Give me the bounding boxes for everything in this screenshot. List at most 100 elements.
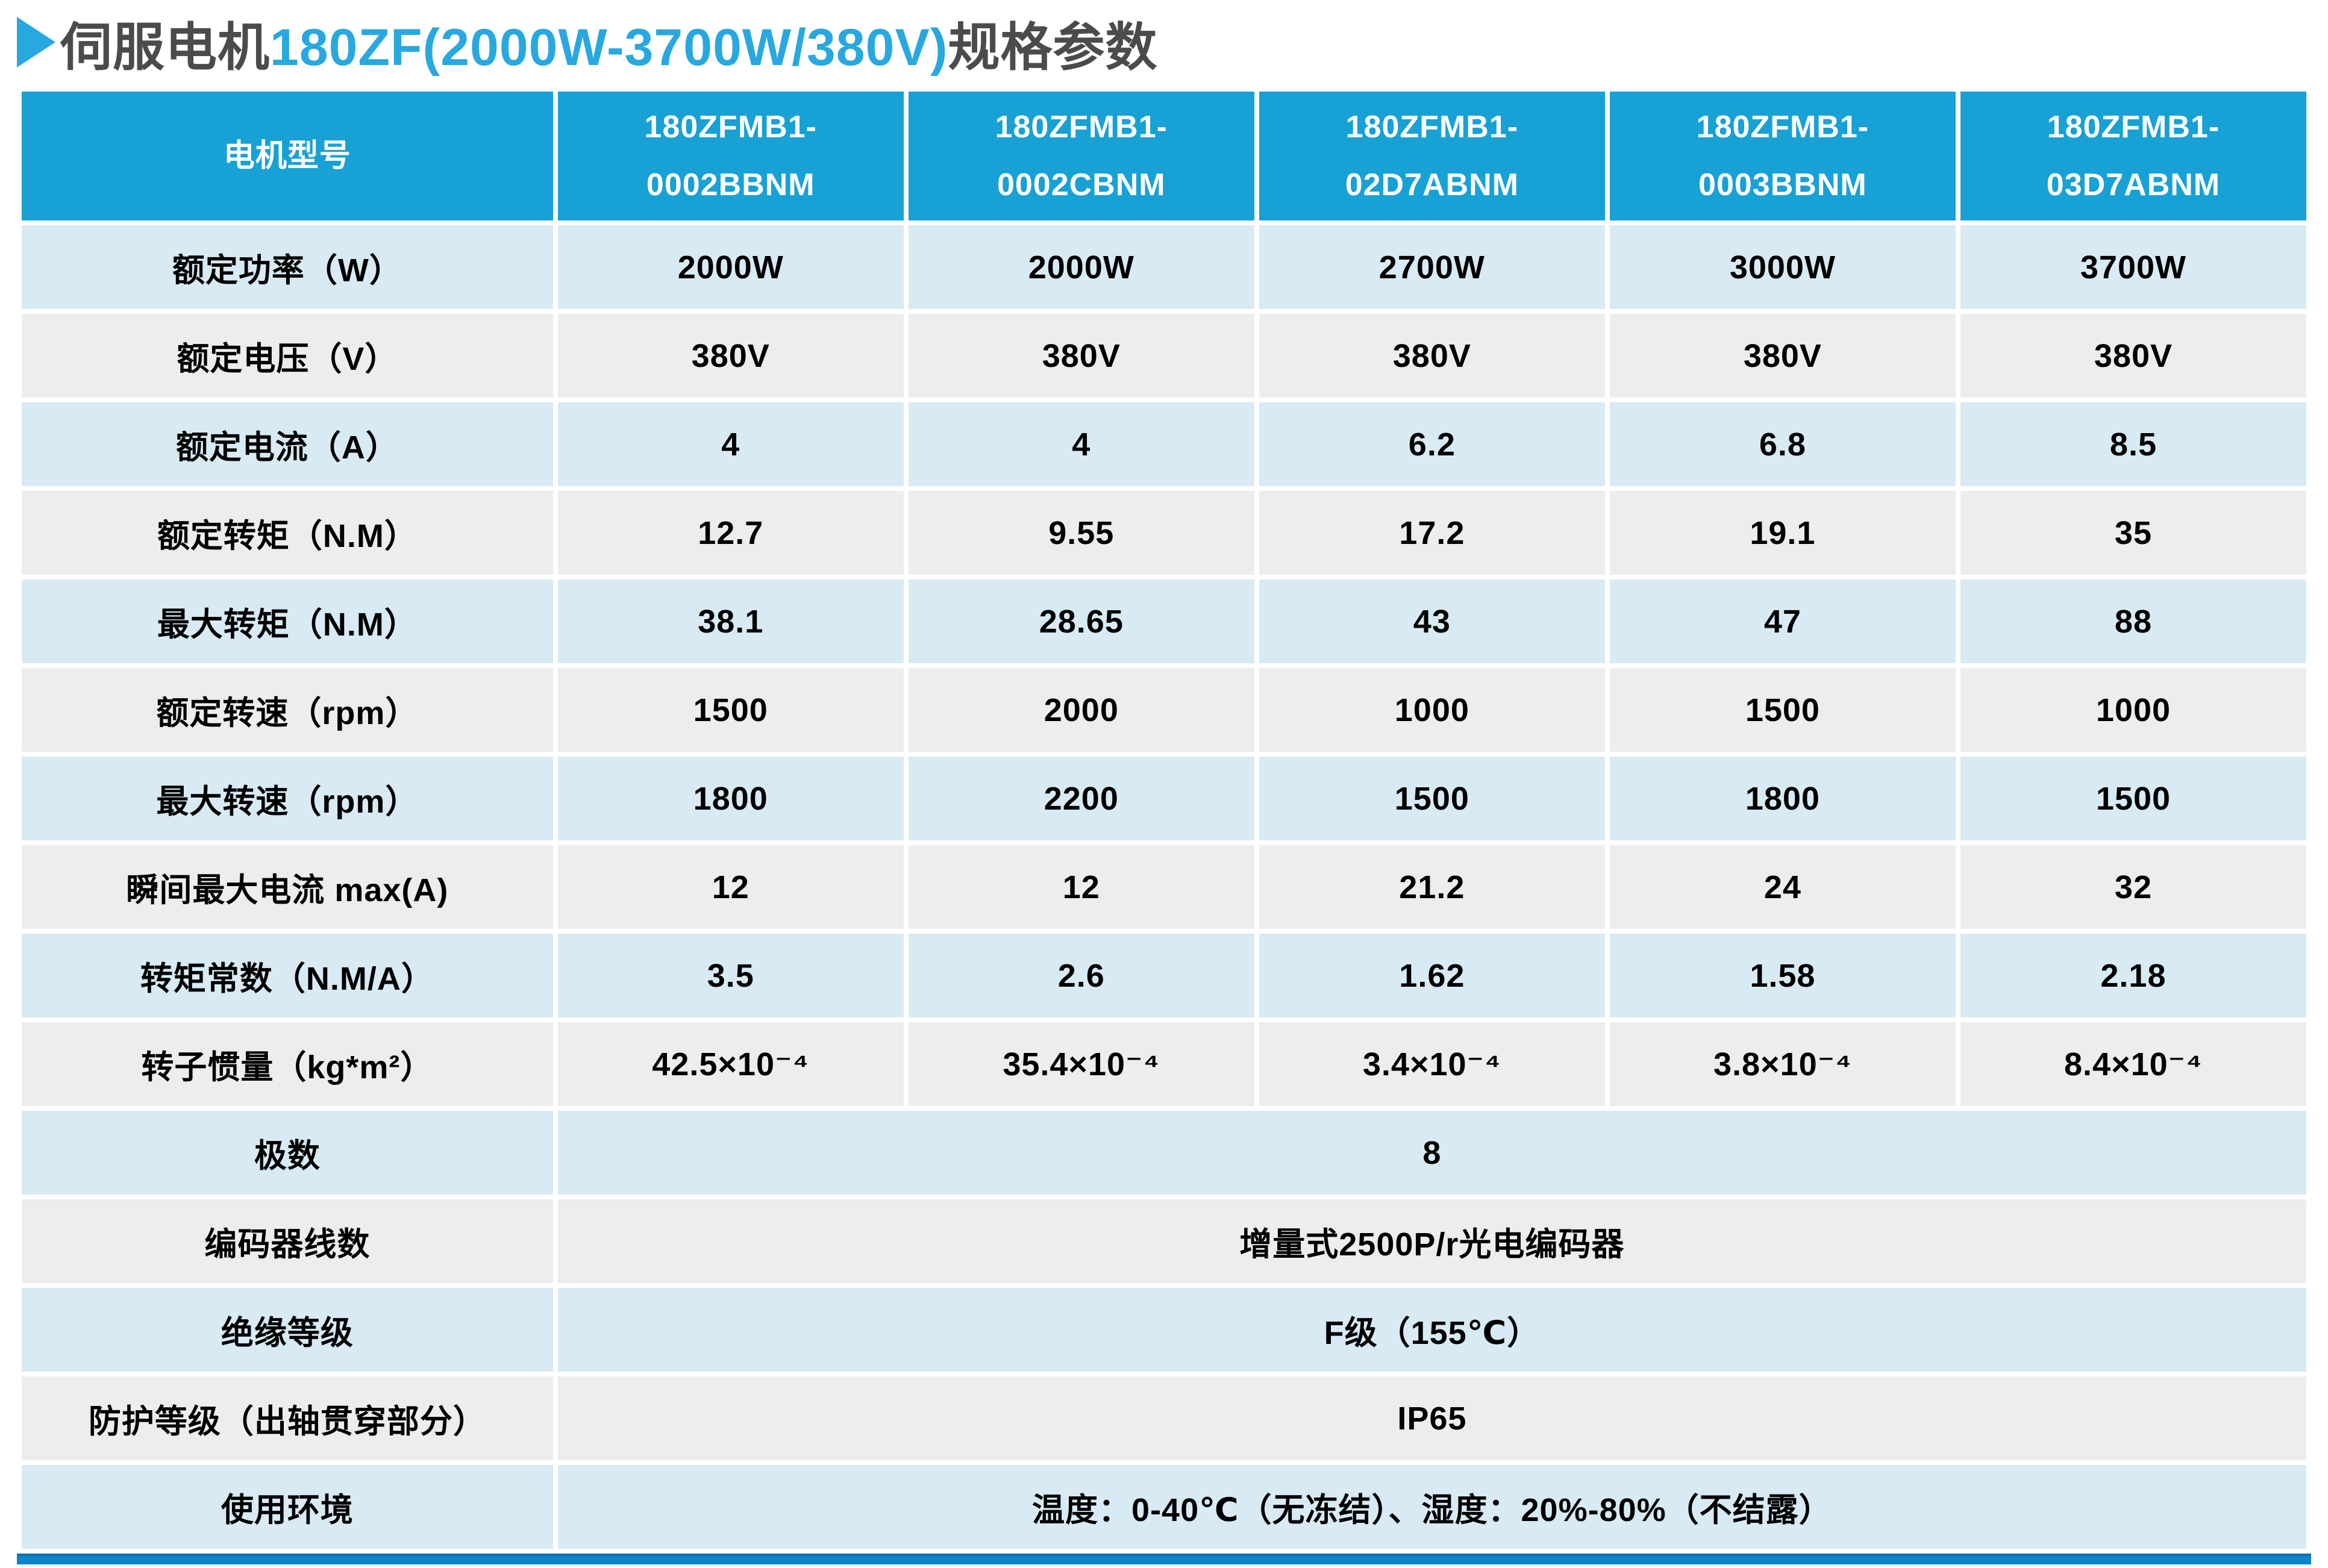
cell-merged-value: 增量式2500P/r光电编码器 <box>557 1199 2306 1283</box>
row-label: 使用环境 <box>22 1465 553 1549</box>
title-arrow-icon <box>17 17 55 67</box>
cell-value: 4 <box>908 402 1254 486</box>
table-row: 瞬间最大电流 max(A) 12 12 21.2 24 32 <box>22 845 2306 929</box>
cell-value: 2.18 <box>1960 934 2306 1017</box>
table-row: 极数 8 <box>22 1111 2306 1195</box>
cell-value: 35 <box>1960 491 2306 575</box>
cell-value: 1000 <box>1960 668 2306 752</box>
cell-value: 2000W <box>557 225 904 309</box>
cell-value: 1000 <box>1259 668 1605 752</box>
cell-value: 380V <box>557 314 904 398</box>
cell-value: 42.5×10⁻⁴ <box>557 1022 904 1106</box>
table-row: 转矩常数（N.M/A） 3.5 2.6 1.62 1.58 2.18 <box>22 934 2306 1017</box>
cell-value: 1.58 <box>1609 934 1956 1017</box>
cell-value: 380V <box>1960 314 2306 398</box>
header-cell-model-2: 180ZFMB1- 0002CBNM <box>908 92 1254 220</box>
cell-value: 3.4×10⁻⁴ <box>1259 1022 1605 1106</box>
table-header-row: 电机型号 180ZFMB1- 0002BBNM 180ZFMB1- 0002CBNM… <box>22 92 2306 220</box>
cell-value: 47 <box>1609 579 1956 663</box>
row-label: 转矩常数（N.M/A） <box>22 934 553 1017</box>
cell-value: 380V <box>1259 314 1605 398</box>
cell-merged-value: IP65 <box>557 1376 2306 1460</box>
title-prefix: 伺服电机 <box>60 18 270 77</box>
cell-merged-value: F级（155℃） <box>557 1288 2306 1372</box>
spec-table: 电机型号 180ZFMB1- 0002BBNM 180ZFMB1- 0002CBNM… <box>17 87 2311 1554</box>
table-row: 使用环境 温度：0-40℃（无冻结）、湿度：20%-80%（不结露） <box>22 1465 2306 1549</box>
table-row: 转子惯量（kg*m²） 42.5×10⁻⁴ 35.4×10⁻⁴ 3.4×10⁻⁴ 3.8… <box>22 1022 2306 1106</box>
cell-value: 2000W <box>908 225 1254 309</box>
cell-value: 28.65 <box>908 579 1254 663</box>
cell-value: 1500 <box>1960 757 2306 840</box>
cell-value: 12 <box>908 845 1254 929</box>
header-cell-model-4: 180ZFMB1- 0003BBNM <box>1609 92 1956 220</box>
cell-value: 3700W <box>1960 225 2306 309</box>
cell-value: 24 <box>1609 845 1956 929</box>
cell-value: 43 <box>1259 579 1605 663</box>
header-cell-motor-model: 电机型号 <box>22 92 553 220</box>
row-label: 额定电压（V） <box>22 314 553 398</box>
cell-merged-value: 温度：0-40℃（无冻结）、湿度：20%-80%（不结露） <box>557 1465 2306 1549</box>
cell-value: 380V <box>1609 314 1956 398</box>
row-label: 最大转矩（N.M） <box>22 579 553 663</box>
row-label: 额定电流（A） <box>22 402 553 486</box>
table-row: 防护等级（出轴贯穿部分） IP65 <box>22 1376 2306 1460</box>
row-label: 额定功率（W） <box>22 225 553 309</box>
row-label: 极数 <box>22 1111 553 1195</box>
cell-value: 4 <box>557 402 904 486</box>
cell-value: 12 <box>557 845 904 929</box>
cell-value: 17.2 <box>1259 491 1605 575</box>
cell-value: 380V <box>908 314 1254 398</box>
cell-value: 19.1 <box>1609 491 1956 575</box>
cell-value: 1500 <box>557 668 904 752</box>
table-row: 额定电压（V） 380V 380V 380V 380V 380V <box>22 314 2306 398</box>
table-row: 额定转速（rpm） 1500 2000 1000 1500 1000 <box>22 668 2306 752</box>
cell-value: 1800 <box>557 757 904 840</box>
header-cell-model-1: 180ZFMB1- 0002BBNM <box>557 92 904 220</box>
table-row: 额定电流（A） 4 4 6.2 6.8 8.5 <box>22 402 2306 486</box>
header-cell-model-3: 180ZFMB1- 02D7ABNM <box>1259 92 1605 220</box>
cell-value: 9.55 <box>908 491 1254 575</box>
table-row: 绝缘等级 F级（155℃） <box>22 1288 2306 1372</box>
title-suffix: 规格参数 <box>948 18 1158 77</box>
cell-value: 12.7 <box>557 491 904 575</box>
page: 伺服电机180ZF(2000W-3700W/380V)规格参数 电机型号 180Z… <box>0 10 2328 1568</box>
header-cell-model-5: 180ZFMB1- 03D7ABNM <box>1960 92 2306 220</box>
title-highlight: 180ZF(2000W-3700W/380V) <box>270 18 948 77</box>
cell-value: 6.2 <box>1259 402 1605 486</box>
table-row: 编码器线数 增量式2500P/r光电编码器 <box>22 1199 2306 1283</box>
row-label: 瞬间最大电流 max(A) <box>22 845 553 929</box>
cell-value: 21.2 <box>1259 845 1605 929</box>
cell-value: 8.5 <box>1960 402 2306 486</box>
cell-value: 1500 <box>1259 757 1605 840</box>
row-label: 额定转矩（N.M） <box>22 491 553 575</box>
cell-value: 2.6 <box>908 934 1254 1017</box>
table-row: 额定转矩（N.M） 12.7 9.55 17.2 19.1 35 <box>22 491 2306 575</box>
cell-merged-value: 8 <box>557 1111 2306 1195</box>
cell-value: 1800 <box>1609 757 1956 840</box>
cell-value: 35.4×10⁻⁴ <box>908 1022 1254 1106</box>
row-label: 最大转速（rpm） <box>22 757 553 840</box>
cell-value: 38.1 <box>557 579 904 663</box>
cell-value: 32 <box>1960 845 2306 929</box>
table-body: 额定功率（W） 2000W 2000W 2700W 3000W 3700W 额定电压（V） 3… <box>22 225 2306 1549</box>
cell-value: 2000 <box>908 668 1254 752</box>
row-label: 额定转速（rpm） <box>22 668 553 752</box>
page-title: 伺服电机180ZF(2000W-3700W/380V)规格参数 <box>17 10 2328 77</box>
cell-value: 6.8 <box>1609 402 1956 486</box>
row-label: 编码器线数 <box>22 1199 553 1283</box>
cell-value: 2200 <box>908 757 1254 840</box>
cell-value: 3.5 <box>557 934 904 1017</box>
row-label: 防护等级（出轴贯穿部分） <box>22 1376 553 1460</box>
cell-value: 1.62 <box>1259 934 1605 1017</box>
cell-value: 1500 <box>1609 668 1956 752</box>
row-label: 转子惯量（kg*m²） <box>22 1022 553 1106</box>
table-row: 额定功率（W） 2000W 2000W 2700W 3000W 3700W <box>22 225 2306 309</box>
cell-value: 3.8×10⁻⁴ <box>1609 1022 1956 1106</box>
bottom-accent-bar <box>17 1554 2311 1564</box>
table-row: 最大转矩（N.M） 38.1 28.65 43 47 88 <box>22 579 2306 663</box>
cell-value: 8.4×10⁻⁴ <box>1960 1022 2306 1106</box>
row-label: 绝缘等级 <box>22 1288 553 1372</box>
page-title-text: 伺服电机180ZF(2000W-3700W/380V)规格参数 <box>60 5 1157 80</box>
cell-value: 2700W <box>1259 225 1605 309</box>
table-row: 最大转速（rpm） 1800 2200 1500 1800 1500 <box>22 757 2306 840</box>
